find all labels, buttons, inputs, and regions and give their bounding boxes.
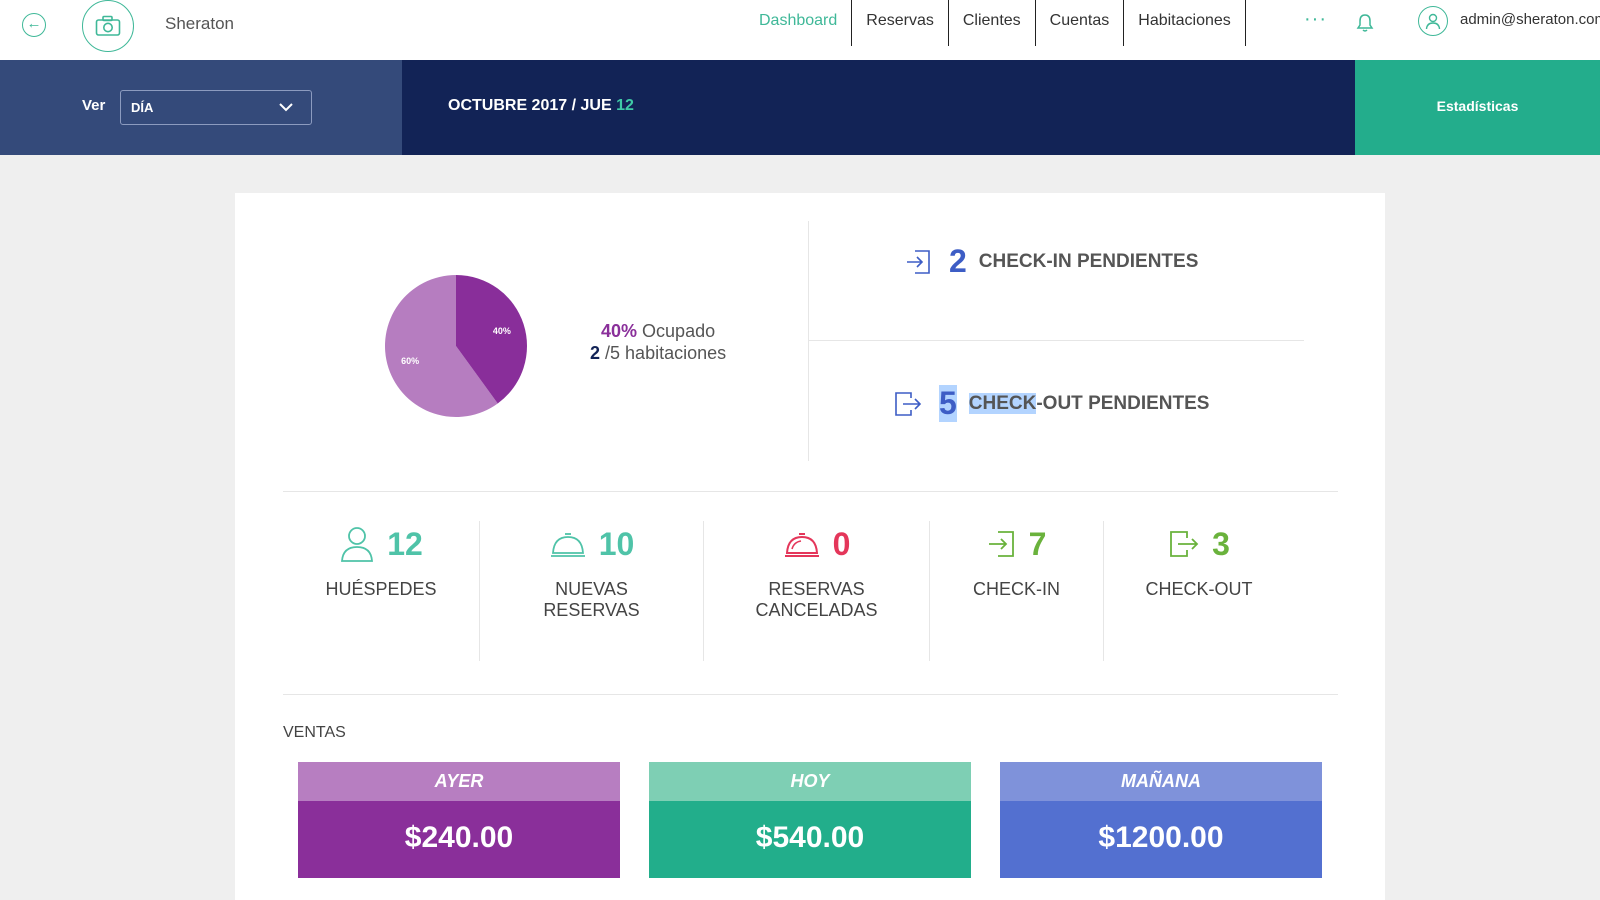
tab-dashboard[interactable]: Dashboard	[749, 0, 853, 46]
pending-checkout-count: 5	[939, 385, 957, 422]
pending-checkout-label-selected: CHECK	[968, 392, 1037, 414]
service-bell-icon	[550, 533, 585, 557]
stat-separator	[479, 521, 480, 661]
current-date: OCTUBRE 2017 / JUE 12	[448, 97, 634, 115]
stat-check-in[interactable]: 7 CHECK-IN	[930, 521, 1103, 661]
view-select[interactable]: DÍA	[120, 90, 312, 125]
stat-separator	[1103, 521, 1104, 661]
section-divider-bottom	[283, 694, 1338, 695]
user-email[interactable]: admin@sheraton.com	[1460, 11, 1600, 28]
stat-separator	[929, 521, 930, 661]
stat-reservas-canceladas-value: 0	[832, 525, 851, 562]
pending-checkout-label-rest: -OUT PENDIENTES	[1036, 392, 1210, 414]
date-day: 12	[616, 97, 634, 114]
date-panel: OCTUBRE 2017 / JUE 12	[402, 60, 1355, 155]
sales-hoy-amount: $540.00	[649, 801, 971, 878]
sales-manana-label: MAÑANA	[1000, 762, 1322, 801]
sales-hoy[interactable]: HOY $540.00	[649, 762, 971, 878]
stat-huespedes-value: 12	[387, 525, 423, 562]
vertical-divider	[808, 221, 809, 461]
pie-slice-free	[384, 275, 498, 417]
occupancy-summary: 40% Ocupado 2 /5 habitaciones	[590, 320, 726, 364]
rooms-total: /5 habitaciones	[605, 343, 727, 363]
stat-separator	[703, 521, 704, 661]
occupancy-pie-chart: 40% 60%	[383, 273, 529, 419]
notifications-button[interactable]	[1356, 13, 1374, 38]
view-label: Ver	[82, 97, 106, 114]
arrow-left-icon: ←	[26, 15, 42, 32]
sales-ayer[interactable]: AYER $240.00	[298, 762, 620, 878]
pending-checkin-label: CHECK-IN PENDIENTES	[978, 250, 1199, 272]
more-menu-button[interactable]: ···	[1304, 8, 1327, 30]
sales-ayer-label: AYER	[298, 762, 620, 801]
stat-huespedes-label: HUÉSPEDES	[325, 579, 437, 599]
sales-ayer-amount: $240.00	[298, 801, 620, 878]
pending-checkin-count: 2	[949, 243, 967, 279]
view-panel: Ver DÍA	[0, 60, 402, 155]
stat-check-out-value: 3	[1212, 525, 1230, 562]
user-avatar[interactable]	[1418, 6, 1448, 36]
main-nav: Dashboard Reservas Clientes Cuentas Habi…	[749, 0, 1246, 46]
sign-out-icon	[895, 391, 922, 416]
stat-nuevas-reservas-label: NUEVAS RESERVAS	[543, 579, 640, 620]
stat-check-out[interactable]: 3 CHECK-OUT	[1104, 521, 1294, 661]
tab-habitaciones[interactable]: Habitaciones	[1124, 0, 1246, 46]
pending-divider	[809, 340, 1304, 341]
view-select-value: DÍA	[131, 100, 154, 115]
dashboard-card: 40% 60% 40% Ocupado 2 /5 habitaciones 2 …	[235, 193, 1385, 900]
sales-manana[interactable]: MAÑANA $1200.00	[1000, 762, 1322, 878]
service-bell-icon	[784, 533, 819, 557]
stats-row: 12 HUÉSPEDES 10 NUEVAS RESERVAS	[283, 521, 1338, 661]
hotel-logo[interactable]	[82, 0, 134, 52]
pending-checkout[interactable]: 5 CHECK-OUT PENDIENTES	[893, 385, 1209, 422]
stat-nuevas-reservas-value: 10	[598, 525, 635, 562]
pie-slice-occupied	[456, 275, 527, 404]
camera-icon	[95, 15, 121, 36]
tab-cuentas[interactable]: Cuentas	[1036, 0, 1125, 46]
stat-nuevas-reservas[interactable]: 10 NUEVAS RESERVAS	[480, 521, 703, 661]
chevron-down-icon	[279, 103, 293, 112]
hotel-name: Sheraton	[165, 14, 234, 33]
stat-check-in-label: CHECK-IN	[972, 579, 1060, 599]
stat-check-in-value: 7	[1028, 525, 1047, 562]
stat-huespedes[interactable]: 12 HUÉSPEDES	[283, 521, 479, 661]
sales-manana-amount: $1200.00	[1000, 801, 1322, 878]
sign-in-icon	[988, 531, 1014, 557]
tab-clientes[interactable]: Clientes	[949, 0, 1036, 46]
occupancy-status: Ocupado	[642, 321, 716, 341]
pie-label-free: 60%	[401, 356, 419, 366]
occupancy-percent: 40%	[601, 321, 638, 341]
back-button[interactable]: ←	[22, 13, 46, 37]
pending-checkout-label: CHECK-OUT PENDIENTES	[968, 392, 1210, 415]
top-navigation: ← Sheraton Dashboard Reservas Clientes C…	[0, 0, 1600, 60]
sales-hoy-label: HOY	[649, 762, 971, 801]
sales-title: VENTAS	[283, 724, 346, 741]
sign-in-icon	[907, 249, 930, 274]
rooms-occupied: 2	[590, 343, 601, 363]
tab-reservas[interactable]: Reservas	[852, 0, 949, 46]
statistics-button[interactable]: Estadísticas	[1355, 60, 1600, 155]
pie-label-occupied: 40%	[493, 326, 511, 336]
user-icon	[341, 527, 374, 562]
section-divider-top	[283, 491, 1338, 492]
sign-out-icon	[1170, 531, 1199, 557]
stat-check-out-label: CHECK-OUT	[1145, 579, 1253, 599]
user-icon	[1425, 13, 1441, 30]
pending-checkin[interactable]: 2 CHECK-IN PENDIENTES	[905, 243, 1198, 280]
date-month-year: OCTUBRE 2017 / JUE	[448, 97, 617, 114]
stat-reservas-canceladas[interactable]: 0 RESERVAS CANCELADAS	[704, 521, 929, 661]
bell-icon	[1356, 14, 1374, 32]
stat-reservas-canceladas-label: RESERVAS CANCELADAS	[755, 579, 878, 620]
toolbar: Ver DÍA OCTUBRE 2017 / JUE 12 Estadístic…	[0, 60, 1600, 155]
